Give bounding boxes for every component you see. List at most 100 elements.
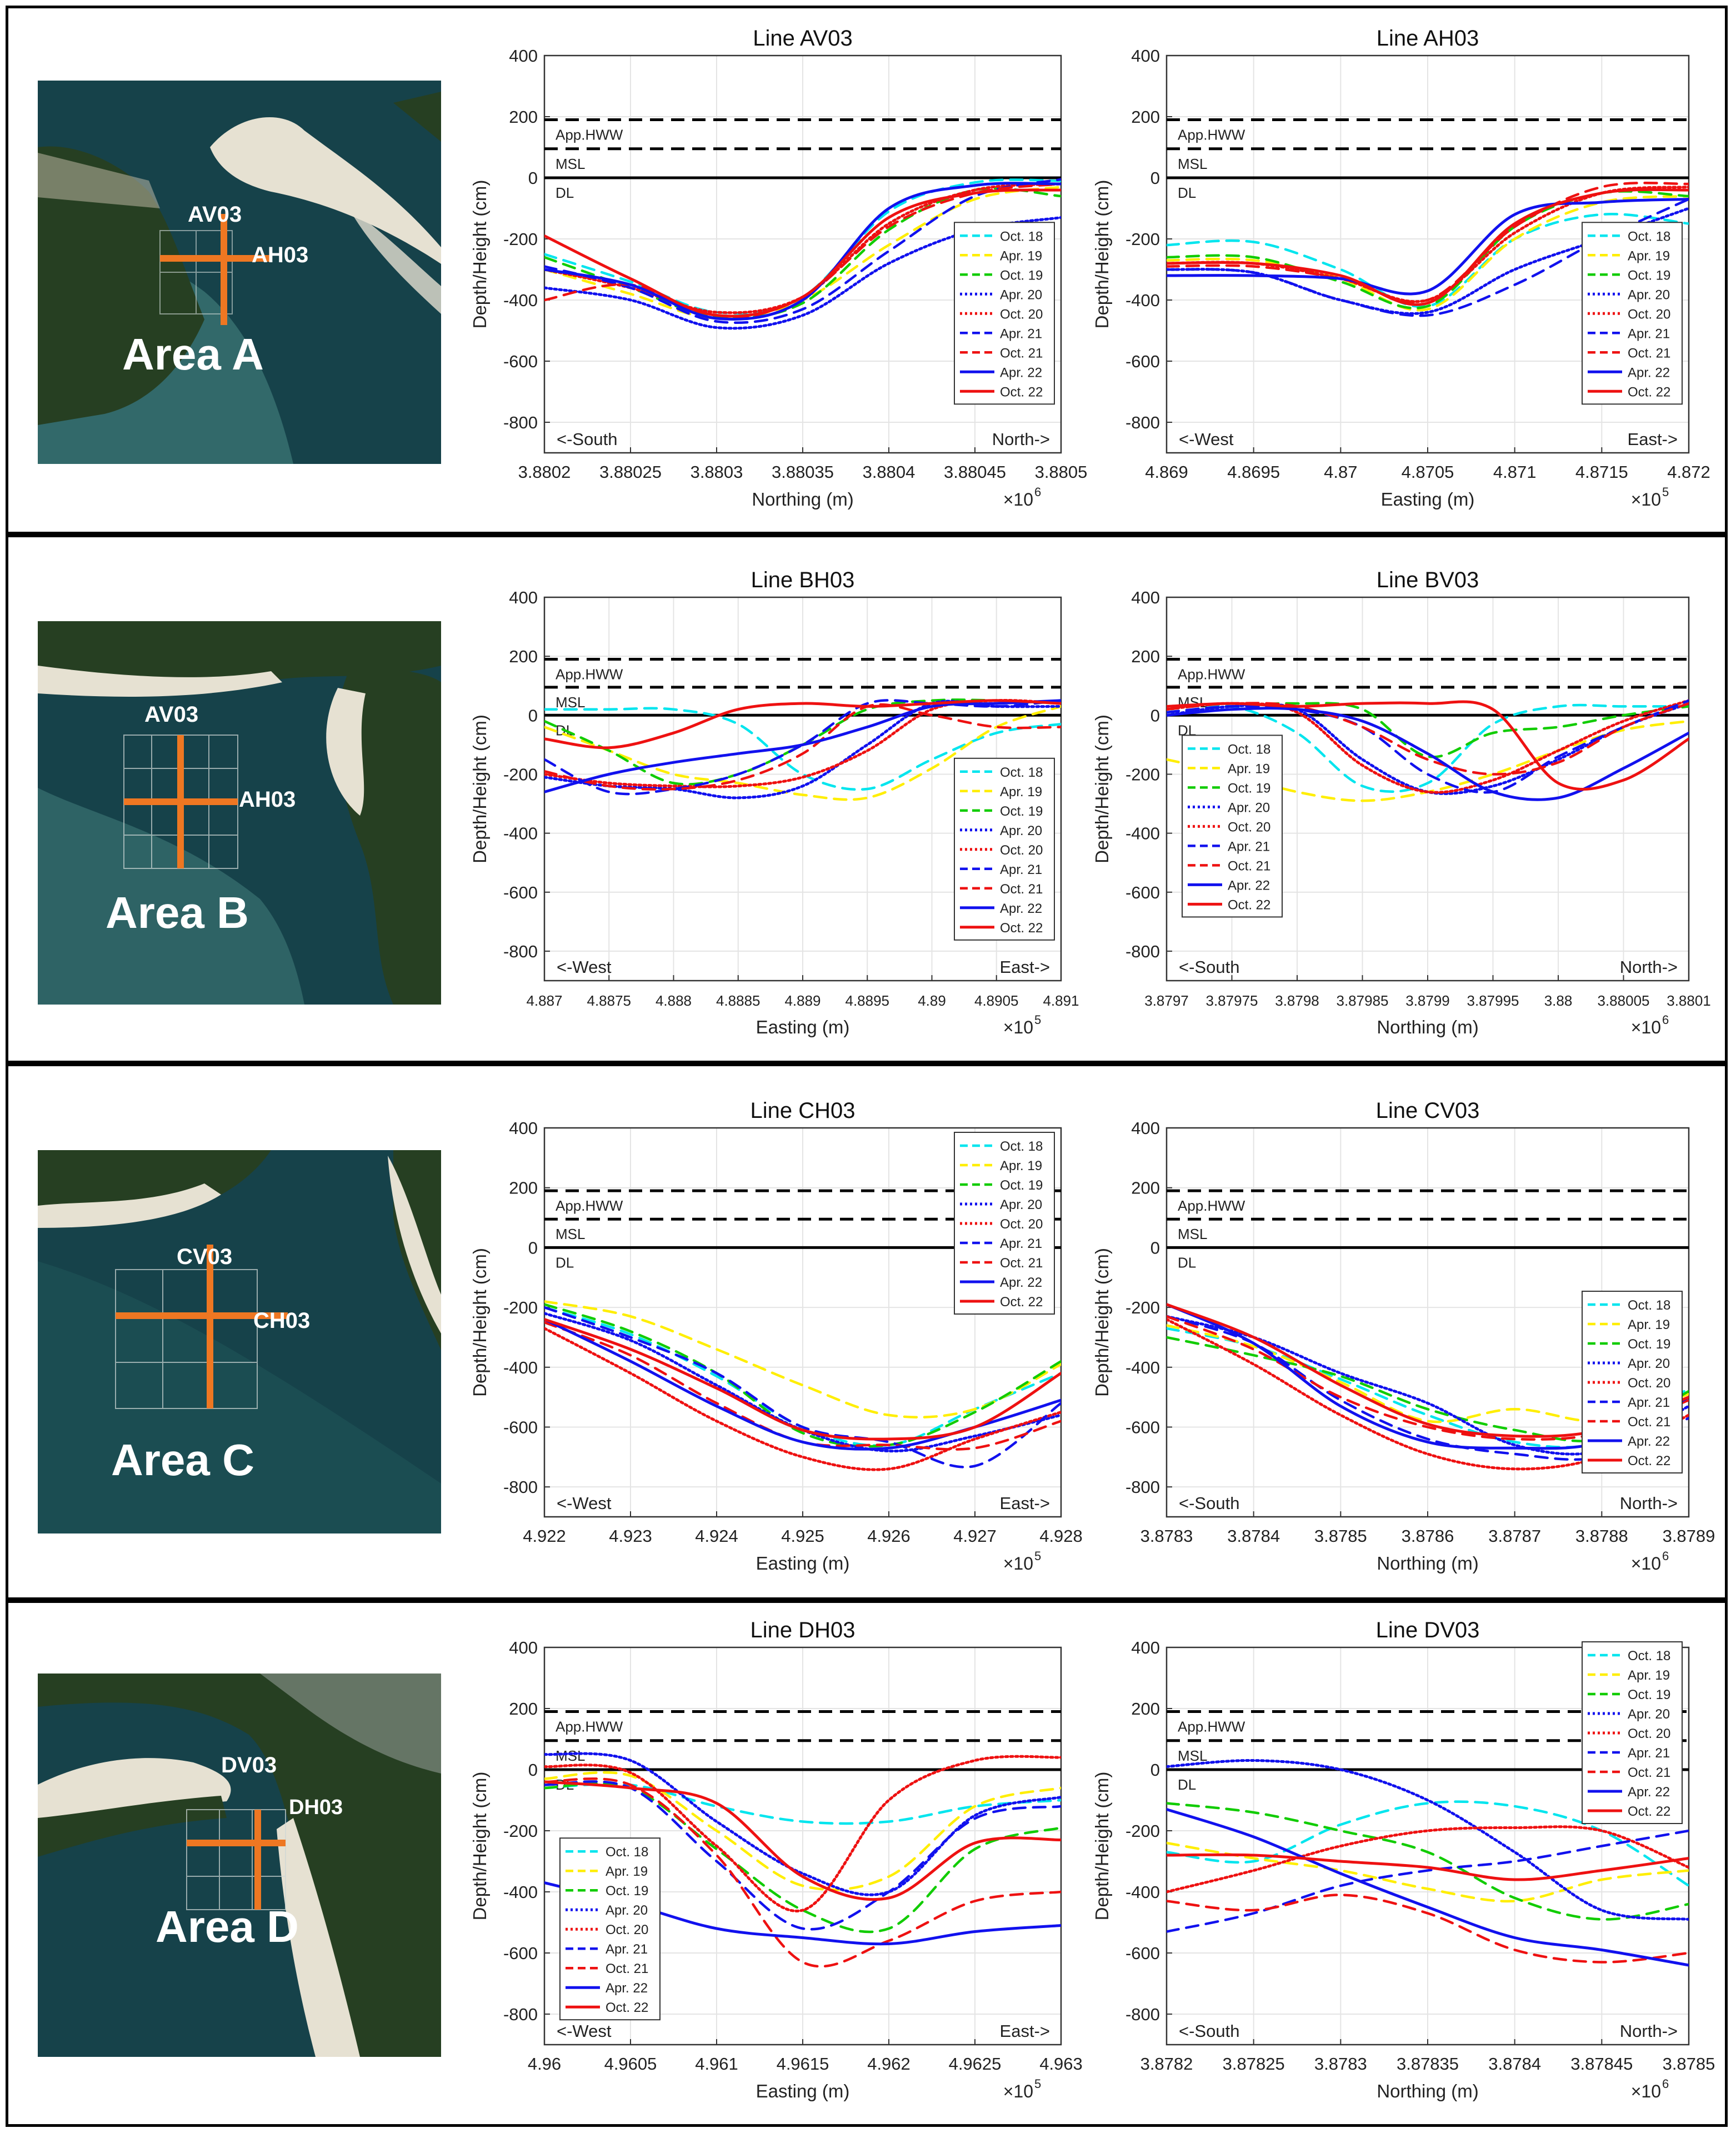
legend-entry: Apr. 19 [1228,761,1270,776]
legend-entry: Oct. 19 [1000,804,1043,819]
direction-right-label: East-> [1000,957,1050,977]
legend-entry: Oct. 22 [1000,384,1043,399]
legend-entry: Oct. 20 [1628,307,1670,322]
y-tick-label: -800 [503,413,538,432]
legend-entry: Oct. 19 [1000,268,1043,283]
legend-entry: Apr. 22 [1000,365,1042,380]
x-tick-label: 4.8875 [587,992,631,1009]
plot-frame [543,1646,1062,2046]
x-tick-label: 3.8782 [1140,2054,1193,2074]
series-line-oct-21 [1167,1894,1689,1964]
x-tick-label: 4.9605 [604,2054,657,2074]
legend-entry: Apr. 20 [1000,1197,1042,1212]
legend-entry: Oct. 21 [1000,882,1043,897]
legend: Oct. 18 Apr. 19 Oct. 19 Apr. 20 Oct. 20 Apr. … [954,757,1055,941]
series-line-oct-21 [1167,181,1689,303]
y-tick-label: -400 [1125,824,1160,843]
legend-entry: Oct. 21 [1228,858,1270,873]
msl-label: MSL [556,156,585,172]
x-tick-label: 3.88045 [944,462,1006,482]
y-tick-label: 400 [1131,1118,1160,1138]
legend-entry: Oct. 21 [1628,346,1670,361]
y-tick-label: 400 [1131,46,1160,66]
plot-frame [1165,54,1690,454]
x-tick-label: 3.8797 [1144,992,1189,1009]
series-line-oct-18 [1167,213,1689,308]
direction-left-label: <-West [557,957,612,977]
hww-label: App.HWW [1178,1719,1245,1735]
y-tick-label: 400 [509,46,538,66]
y-axis-label: Depth/Height (cm) [469,1772,490,1921]
legend: Oct. 18 Apr. 19 Oct. 19 Apr. 20 Oct. 20 Apr. … [1582,222,1683,405]
x-tick-label: 3.8783 [1314,2054,1367,2074]
legend: Oct. 18 Apr. 19 Oct. 19 Apr. 20 Oct. 20 Apr. … [954,1132,1055,1315]
legend: Oct. 18 Apr. 19 Oct. 19 Apr. 20 Oct. 20 Apr. … [1582,1641,1683,1824]
x-tick-label: 4.8905 [974,992,1019,1009]
series-line-apr-22 [1167,707,1689,801]
x-tick-label: 3.8784 [1227,1526,1280,1546]
legend-entry: Apr. 20 [1000,823,1042,838]
series-line-apr-22 [544,699,1061,793]
legend: Oct. 18 Apr. 19 Oct. 19 Apr. 20 Oct. 20 Apr. … [559,1837,661,2021]
y-tick-label: 400 [1131,1638,1160,1657]
x-axis-label: Northing (m) [1377,1017,1478,1037]
x-tick-label: 3.87995 [1467,992,1519,1009]
y-tick-label: -800 [1125,1477,1160,1497]
legend-entry: Apr. 20 [1000,287,1042,302]
y-tick-label: 0 [1150,1760,1160,1780]
x-exponent-label: ×10 [1003,1553,1033,1573]
x-exponent-power: 6 [1662,1013,1669,1027]
satellite-map-icon [38,1674,441,2057]
msl-label: MSL [556,1226,585,1242]
y-tick-label: 200 [1131,1178,1160,1198]
y-tick-label: -600 [503,1944,538,1963]
y-tick-label: -200 [503,765,538,784]
series-line-apr-19 [544,705,1061,801]
series-line-oct-22 [1167,1853,1689,1881]
series-line-apr-20 [544,1752,1061,1896]
series-line-apr-21 [544,699,1061,796]
legend-entry: Oct. 19 [1228,781,1270,796]
x-tick-label: 3.87975 [1206,992,1258,1009]
legend-entry: Oct. 20 [1000,843,1043,858]
y-tick-label: 0 [1150,706,1160,725]
series-line-apr-19 [1167,1841,1689,1903]
x-tick-label: 4.922 [523,1526,566,1546]
series-line-apr-21 [1167,1829,1689,1933]
series-line-oct-22 [544,1318,1061,1441]
direction-left-label: <-West [557,2021,612,2041]
legend-entry: Oct. 22 [1000,1295,1043,1310]
y-tick-label: -400 [503,1882,538,1902]
direction-left-label: <-South [1179,1493,1239,1513]
hww-label: App.HWW [556,127,623,143]
x-exponent-label: ×10 [1003,489,1033,509]
x-tick-label: 3.8784 [1488,2054,1541,2074]
series-line-oct-19 [1167,1802,1689,1921]
legend-entry: Oct. 22 [606,2000,648,2015]
x-tick-label: 3.8785 [1663,2054,1715,2074]
x-tick-label: 4.926 [867,1526,910,1546]
y-tick-label: 400 [509,588,538,607]
direction-left-label: <-South [1179,957,1239,977]
x-axis-label: Northing (m) [752,489,853,509]
y-tick-label: -800 [503,942,538,961]
plot-frame [1165,1646,1690,2046]
y-tick-label: -800 [503,1477,538,1497]
satellite-map-icon [38,1150,441,1533]
x-tick-label: 4.923 [609,1526,652,1546]
y-tick-label: -400 [1125,291,1160,310]
x-axis-label: Easting (m) [756,1017,850,1037]
series-line-oct-22 [1167,700,1689,791]
msl-label: MSL [1178,1226,1207,1242]
y-axis-label: Depth/Height (cm) [1092,1248,1112,1397]
legend-entry: Oct. 19 [1628,1337,1670,1352]
series-group [544,178,1061,330]
direction-right-label: North-> [1620,957,1678,977]
legend-entry: Apr. 19 [1628,248,1670,263]
satellite-map-icon [38,81,441,464]
x-tick-label: 4.963 [1039,2054,1083,2074]
series-line-apr-21 [544,1306,1061,1468]
legend-box [954,222,1055,405]
x-tick-label: 3.88 [1544,992,1573,1009]
x-tick-label: 4.87 [1324,462,1357,482]
